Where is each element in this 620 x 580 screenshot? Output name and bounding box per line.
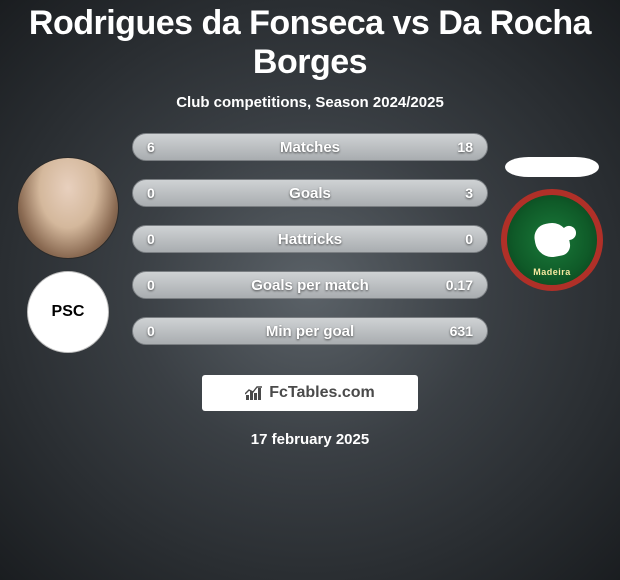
stat-right-value: 0.17: [446, 277, 473, 293]
stat-left-value: 6: [147, 139, 155, 155]
stat-right-value: 3: [465, 185, 473, 201]
stat-left-value: 0: [147, 231, 155, 247]
left-player-column: PSC: [12, 133, 124, 353]
stat-right-value: 0: [465, 231, 473, 247]
stat-left-value: 0: [147, 185, 155, 201]
left-club-short: PSC: [52, 303, 85, 321]
right-club-badge: Madeira: [501, 189, 603, 291]
stat-left-value: 0: [147, 277, 155, 293]
left-player-photo: [17, 157, 119, 259]
page-subtitle: Club competitions, Season 2024/2025: [176, 94, 444, 111]
stat-row-hattricks: 0 Hattricks 0: [132, 225, 488, 253]
page-title: Rodrigues da Fonseca vs Da Rocha Borges: [0, 4, 620, 82]
stat-label: Matches: [280, 139, 340, 156]
stats-column: 6 Matches 18 0 Goals 3 0 Hattricks 0 0 G…: [132, 133, 488, 345]
branding-box: FcTables.com: [202, 375, 418, 411]
left-club-badge: PSC: [27, 271, 109, 353]
stat-row-min-per-goal: 0 Min per goal 631: [132, 317, 488, 345]
comparison-card: Rodrigues da Fonseca vs Da Rocha Borges …: [0, 0, 620, 580]
stat-row-goals: 0 Goals 3: [132, 179, 488, 207]
stat-label: Min per goal: [266, 323, 354, 340]
bar-chart-icon: [245, 385, 265, 401]
stat-right-value: 18: [457, 139, 473, 155]
stat-label: Hattricks: [278, 231, 342, 248]
stat-row-matches: 6 Matches 18: [132, 133, 488, 161]
lion-icon: [532, 220, 571, 259]
right-player-column: Madeira: [496, 133, 608, 291]
stat-left-value: 0: [147, 323, 155, 339]
right-player-photo-placeholder: [505, 157, 599, 177]
main-row: PSC 6 Matches 18 0 Goals 3 0 Hattricks 0…: [0, 133, 620, 353]
date: 17 february 2025: [251, 431, 369, 448]
stat-label: Goals per match: [251, 277, 369, 294]
right-club-bottom-text: Madeira: [507, 267, 597, 277]
stat-label: Goals: [289, 185, 331, 202]
stat-right-value: 631: [450, 323, 473, 339]
stat-row-goals-per-match: 0 Goals per match 0.17: [132, 271, 488, 299]
branding-label: FcTables.com: [269, 384, 375, 402]
